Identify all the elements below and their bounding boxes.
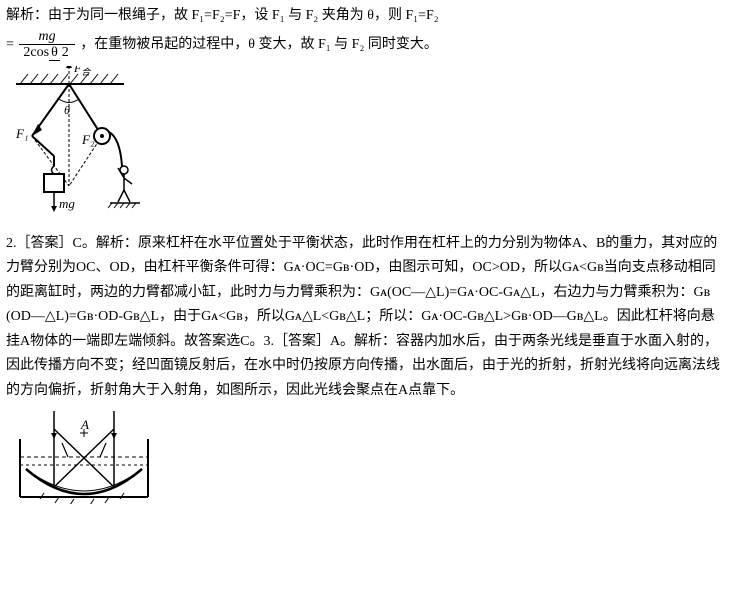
analysis-1-line1: 解析：由于为同一根绳子，故 F₁=F₂=F，设 F₁ 与 F₂ 夹角为 θ，则 … (6, 4, 723, 29)
fraction-mg-over-2cos: mg 2cosθ2 (19, 29, 74, 61)
analysis-2-3-text: 2.［答案］C。解析：原来杠杆在水平位置处于平衡状态，此时作用在杠杆上的力分别为… (6, 236, 720, 398)
analysis-1-text-b: ，在重物被吊起的过程中，θ 变大，故 F₁ 与 F₂ 同时变大。 (80, 37, 438, 52)
analysis-1-text-a: 解析：由于为同一根绳子，故 F₁=F₂=F，设 F₁ 与 F₂ 夹角为 θ，则 … (6, 8, 439, 23)
equals-prefix: = (6, 37, 17, 52)
label-theta: θ (64, 103, 70, 117)
analysis-2-3: 2.［答案］C。解析：原来杠杆在水平位置处于平衡状态，此时作用在杠杆上的力分别为… (6, 232, 723, 404)
theta-over-2: θ2 (49, 46, 71, 60)
figure-concave-mirror: A (14, 409, 723, 514)
mirror-svg: A (14, 409, 154, 504)
analysis-1-line2: = mg 2cosθ2 ，在重物被吊起的过程中，θ 变大，故 F₁ 与 F₂ 同… (6, 29, 723, 61)
theta-top: θ (49, 45, 60, 61)
figure-pulley-diagram: F合 θ F₁ F₂ (14, 66, 723, 226)
theta-bot: 2 (60, 45, 71, 60)
fraction-denominator: 2cosθ2 (19, 45, 74, 60)
label-mg: mg (59, 196, 75, 211)
label-F2: F₂ (81, 132, 95, 147)
fraction-numerator: mg (19, 29, 74, 45)
fraction-denom-2cos: 2cos (23, 45, 49, 60)
label-F1: F₁ (15, 126, 28, 141)
label-F-he: F合 (73, 66, 91, 77)
pulley-svg: F合 θ F₁ F₂ (14, 66, 144, 216)
